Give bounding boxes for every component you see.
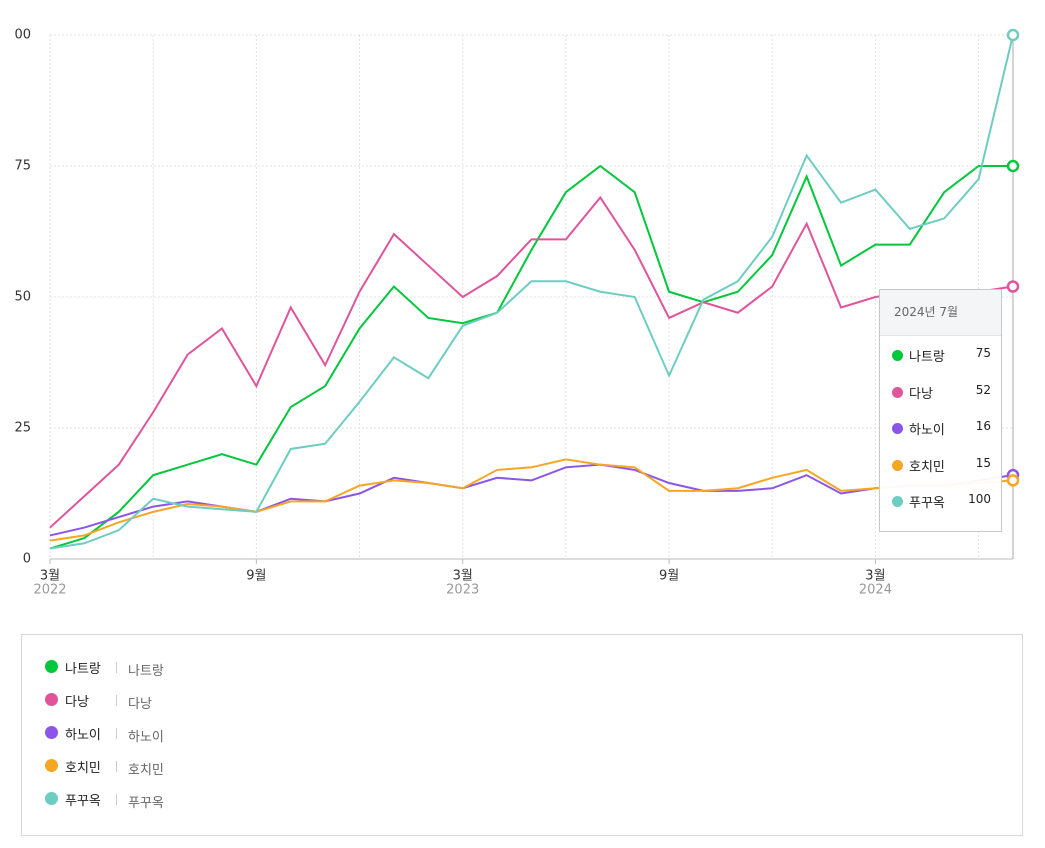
legend-item: 나트랑 나트랑 [22,655,1022,688]
tooltip-dot [892,386,903,398]
tooltip-dot [892,459,903,471]
tooltip-title: 2024년 7월 [880,290,1001,336]
hover-point [1006,280,1020,293]
series-line [49,34,1014,550]
y-tick-label: 50 [14,290,31,305]
legend-separator [116,728,117,739]
legend-name: 푸꾸옥 [65,794,101,809]
tooltip-value: 52 [975,382,991,397]
tooltip-name: 나트랑 [909,350,945,365]
legend-name: 다낭 [65,695,89,710]
legend-name: 나트랑 [65,662,101,677]
tooltip-dot [892,350,903,361]
x-tick-label: 3월 [453,569,473,584]
tooltip-item: 다낭 52 [880,373,1001,410]
tooltip-value: 16 [975,419,991,434]
tooltip-name: 하노이 [909,423,945,439]
x-year-label: 2024 [859,583,892,598]
tooltip-item: 호치민 15 [880,446,1001,483]
legend-keyword: 나트랑 [128,664,164,679]
legend-keyword: 다낭 [128,697,152,712]
legend-dot [45,759,58,772]
series-line [49,164,1013,550]
legend-item: 호치민 호치민 [22,754,1022,787]
x-year-label: 2023 [446,583,479,598]
tooltip-dot [892,423,903,435]
tooltip: 2024년 7월 나트랑 75 다낭 52 하노이 16 호치민 15 푸꾸옥 100 [879,289,1002,532]
legend-separator [116,794,117,805]
series-line [49,195,1014,529]
legend-item: 다낭 다낭 [22,688,1022,721]
legend-separator [116,662,117,673]
y-tick-label: 25 [14,421,31,436]
hover-point [1006,28,1020,42]
x-tick-label: 3월 [40,569,60,584]
legend-item: 푸꾸옥 푸꾸옥 [22,787,1022,820]
hover-point [1006,474,1020,487]
x-year-label: 2022 [33,583,66,598]
legend-separator [116,761,117,772]
legend-dot [45,792,58,805]
tooltip-name: 호치민 [909,459,945,475]
legend-name: 하노이 [65,728,101,743]
tooltip-item: 나트랑 75 [880,336,1001,373]
legend-name: 호치민 [65,761,101,776]
y-tick-label: 75 [14,159,31,174]
legend-dot [45,726,58,739]
tooltip-value: 75 [975,346,991,360]
tooltip-item: 푸꾸옥 100 [880,482,1001,519]
legend-separator [116,695,117,706]
series-line [49,463,1014,537]
legend-dot [45,660,58,673]
tooltip-value: 100 [968,492,991,507]
tooltip-name: 푸꾸옥 [909,496,945,512]
tooltip-value: 15 [975,455,991,470]
legend-keyword: 호치민 [128,763,164,778]
x-tick-label: 3월 [865,569,885,584]
series-line [49,458,1014,542]
tooltip-dot [892,496,903,508]
y-tick-label: 00 [14,28,31,43]
y-tick-label: 0 [23,552,31,567]
legend-item: 하노이 하노이 [22,721,1022,754]
x-tick-label: 9월 [659,569,679,584]
legend-dot [45,693,58,706]
tooltip-item: 하노이 16 [880,409,1001,446]
legend-keyword: 푸꾸옥 [128,796,164,811]
legend-keyword: 하노이 [128,730,164,745]
hover-point [1006,159,1020,173]
tooltip-name: 다낭 [909,386,933,402]
x-tick-label: 9월 [246,569,266,584]
